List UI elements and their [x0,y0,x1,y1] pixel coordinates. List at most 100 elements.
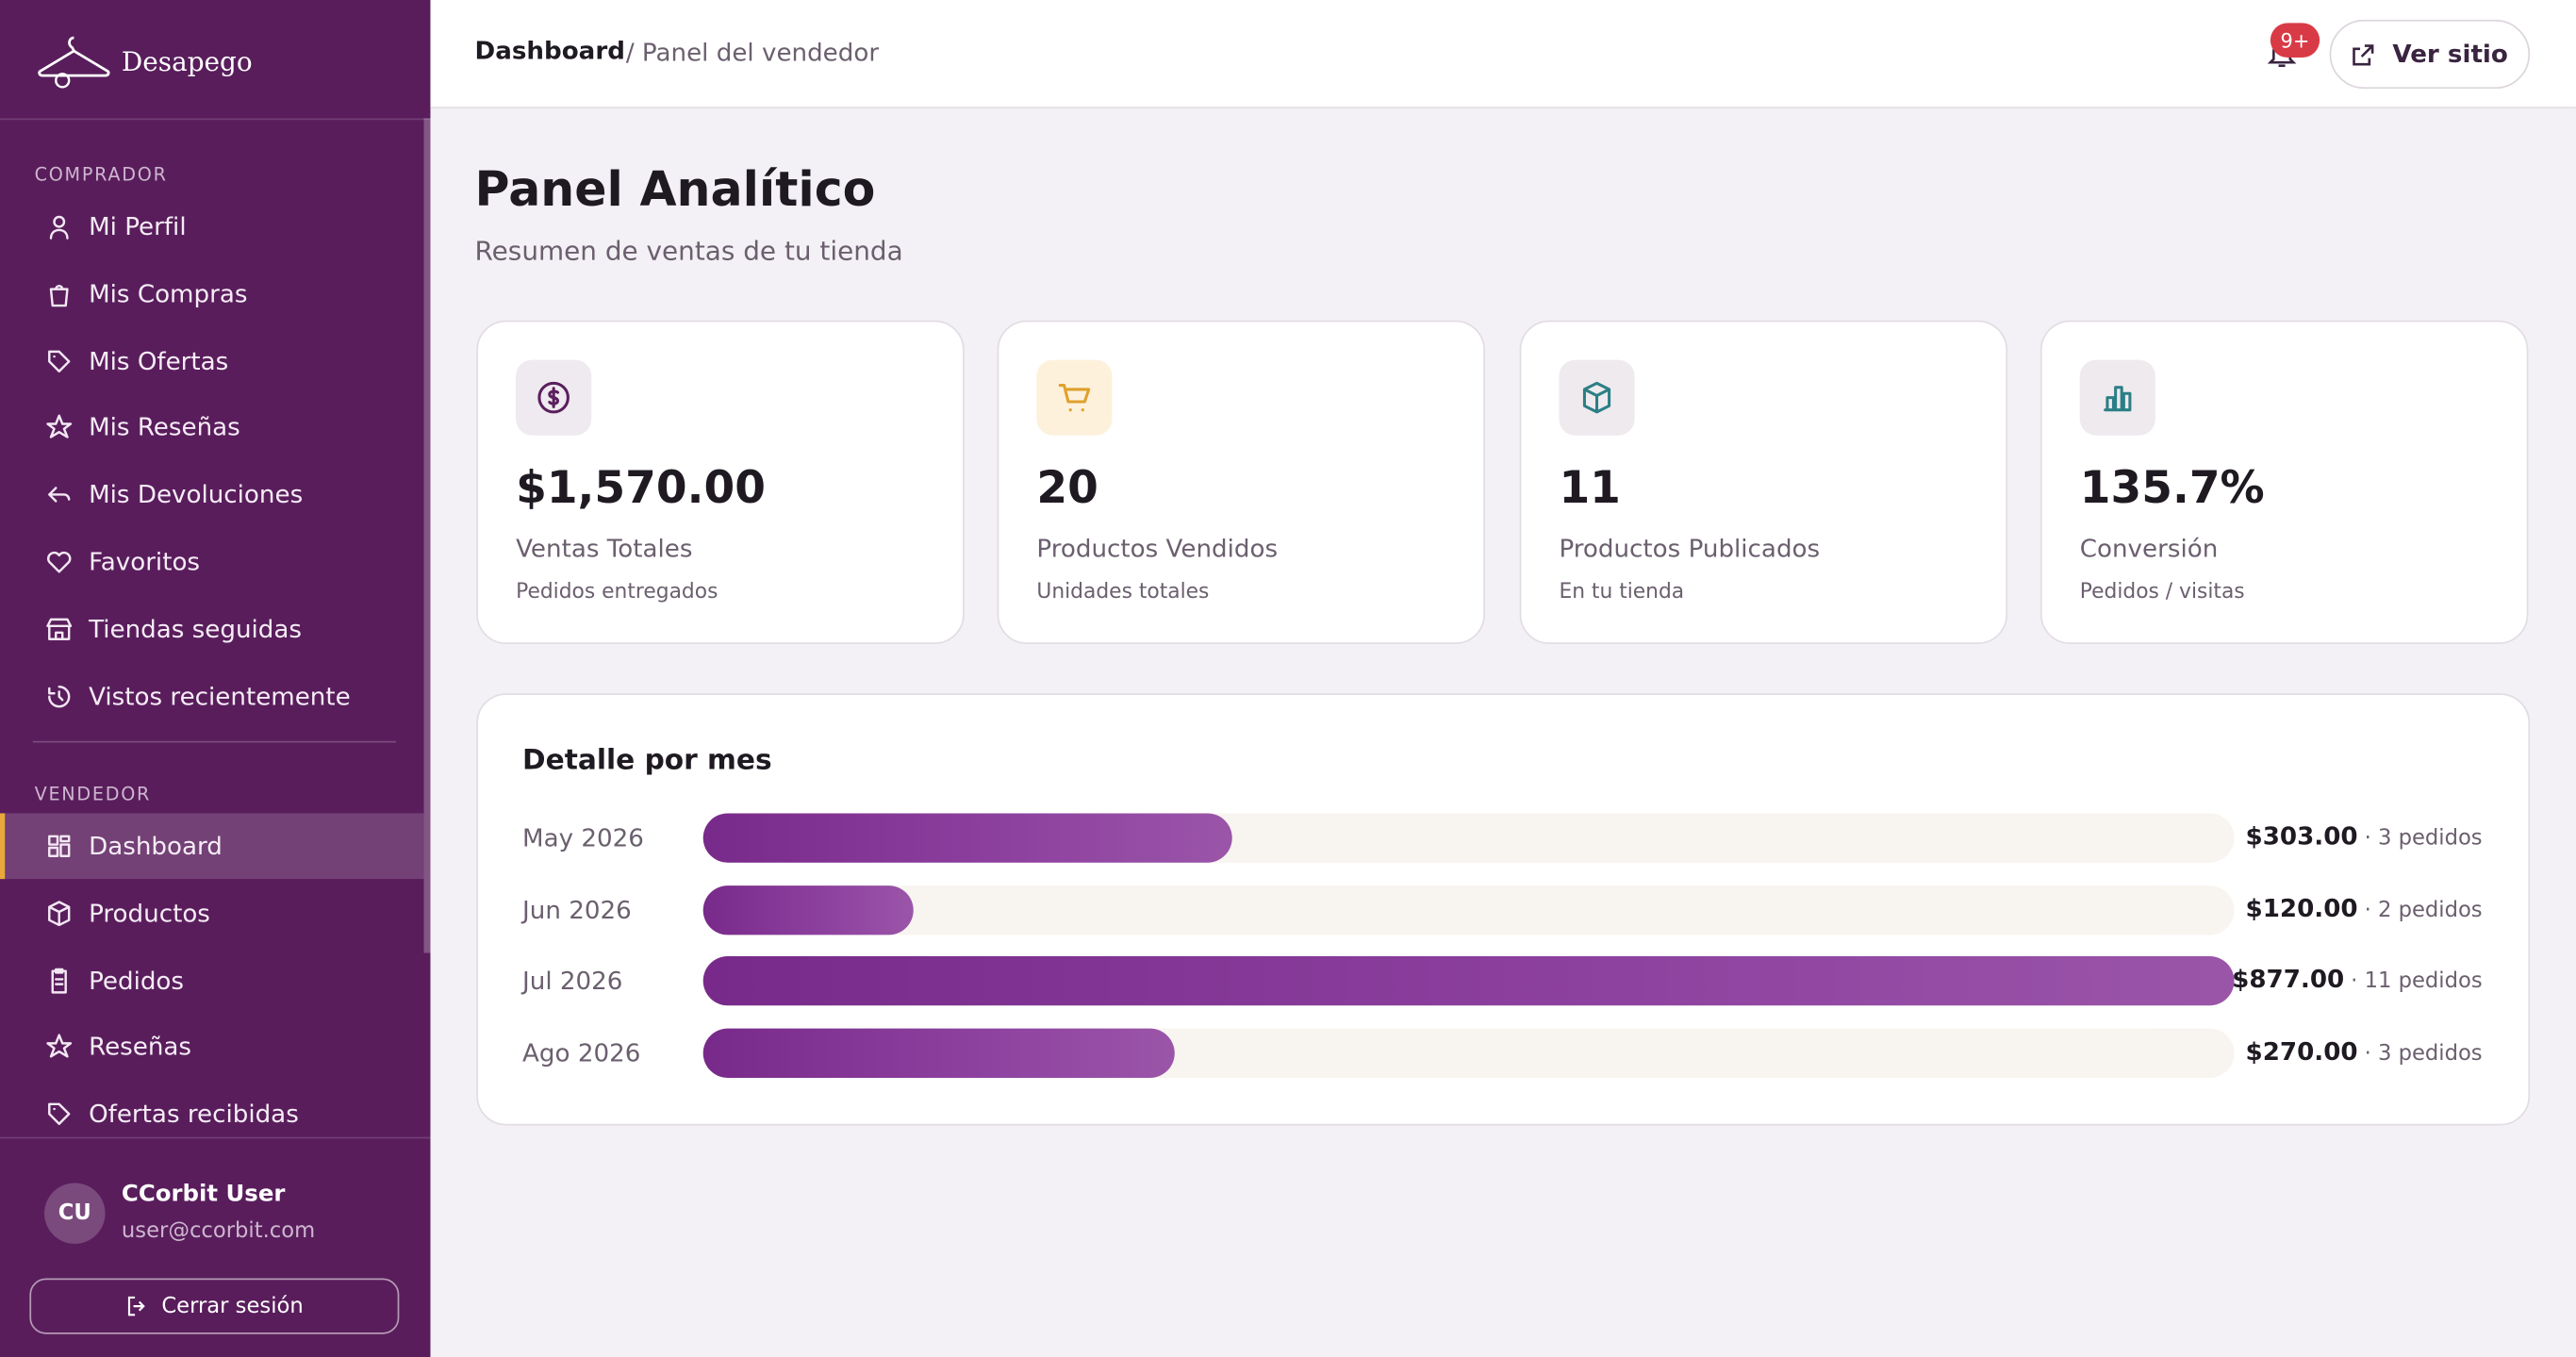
bar-track [702,956,2235,1006]
nav-label: Pedidos [89,965,185,996]
icon [48,685,71,707]
month-label: Ago 2026 [522,1038,641,1068]
scrollbar [423,118,431,953]
icon [48,487,71,503]
page-subtitle: Resumen de ventas de tu tienda [474,235,903,267]
nav-item[interactable]: Mis Ofertas [0,328,424,394]
month-label: Jul 2026 [522,967,623,997]
card-icon [2079,359,2155,436]
user-name: CCorbit User [121,1181,286,1208]
nav-item[interactable]: Ofertas recibidas [0,1082,424,1148]
notification-badge: 9+ [2270,23,2320,58]
nav-item[interactable]: Dashboard [0,813,424,880]
nav-item[interactable]: Reseñas [0,1015,424,1081]
nav-item[interactable]: Mis Devoluciones [0,462,424,528]
icon [1058,384,1091,412]
nav-label: Ofertas recibidas [89,1099,299,1130]
nav-item[interactable]: Productos [0,881,424,947]
logout-label: Cerrar sesión [161,1294,304,1319]
icon [1582,381,1611,414]
card-note: Pedidos / visitas [2079,578,2245,604]
nav-item[interactable]: Pedidos [0,948,424,1014]
month-value: $877.00 · 11 pedidos [2232,965,2482,994]
nav-item[interactable]: Mis Compras [0,261,424,327]
icon [46,1034,73,1059]
section-label: VENDEDOR [34,784,152,805]
card-value: $1,570.00 [516,463,766,515]
stat-card: $1,570.00 Ventas Totales Pedidos entregado… [476,320,965,644]
icon [2104,386,2132,412]
icon [46,415,73,439]
icon [48,349,71,372]
sidebar: Desapego COMPRADOR Mi Perfil Mis Compras Mi… [0,0,431,1357]
stat-card: 11 Productos Publicados En tu tienda [1519,320,2008,644]
card-note: Pedidos entregados [516,578,718,604]
bar-track [702,885,2235,935]
nav-label: Mis Ofertas [89,345,229,376]
nav-item[interactable]: Vistos recientemente [0,663,424,729]
divider [0,118,431,121]
card-label: Productos Vendidos [1036,534,1279,564]
nav-label: Mis Devoluciones [89,480,304,510]
view-site-button[interactable]: Ver sitio [2329,19,2531,90]
icon [48,900,71,926]
card-icon [516,359,592,436]
divider [0,1136,431,1139]
breadcrumb[interactable]: Dashboard [474,36,625,66]
icon [47,551,72,573]
brand-name: Desapego [121,44,253,77]
card-icon [1559,359,1635,436]
bar-track [702,1028,2235,1079]
nav-item[interactable]: Favoritos [0,529,424,595]
user-email: user@ccorbit.com [121,1218,316,1244]
nav-label: Vistos recientemente [89,681,351,711]
section-label: COMPRADOR [34,164,168,186]
orders-label: · 2 pedidos [2364,898,2483,923]
card-value: 135.7% [2079,463,2265,515]
bar [702,956,2235,1006]
card-icon [1036,359,1113,436]
value-label: $877.00 [2232,965,2345,995]
icon [46,618,73,640]
card-value: 20 [1036,463,1098,515]
nav-item[interactable]: Mis Reseñas [0,395,424,461]
value-label: $270.00 [2245,1036,2358,1067]
avatar: CU [44,1183,106,1244]
orders-label: · 3 pedidos [2364,1041,2483,1067]
monthly-title: Detalle por mes [522,744,772,778]
bar [702,1028,1175,1079]
card-label: Ventas Totales [516,534,693,564]
value-label: $120.00 [2245,893,2358,923]
icon [2353,43,2375,65]
icon [48,835,71,857]
icon [51,968,67,993]
nav-item[interactable]: Tiendas seguidas [0,596,424,662]
breadcrumb: / Panel del vendedor [625,38,880,68]
month-value: $270.00 · 3 pedidos [2246,1037,2483,1067]
nav-label: Tiendas seguidas [89,614,303,644]
nav-label: Mi Perfil [89,211,187,242]
button-label: Ver sitio [2392,39,2508,70]
nav-label: Favoritos [89,547,201,577]
logo [38,36,110,89]
nav-item[interactable]: Mi Perfil [0,194,424,260]
nav-label: Reseñas [89,1032,192,1063]
nav-label: Productos [89,898,210,929]
card-value: 11 [1559,463,1621,515]
logout-button[interactable]: Cerrar sesión [29,1278,400,1334]
topbar [430,0,2576,108]
card-label: Productos Publicados [1559,534,1821,564]
icon [128,1296,146,1316]
orders-label: · 3 pedidos [2364,826,2483,852]
brand[interactable]: Desapego [36,29,253,91]
page-title: Panel Analítico [474,160,876,217]
icon [49,215,69,240]
month-value: $303.00 · 3 pedidos [2246,821,2483,851]
nav-label: Mis Compras [89,278,248,309]
divider [32,740,396,743]
month-value: $120.00 · 2 pedidos [2246,893,2483,922]
value-label: $303.00 [2245,821,2358,852]
bar [702,813,1232,863]
